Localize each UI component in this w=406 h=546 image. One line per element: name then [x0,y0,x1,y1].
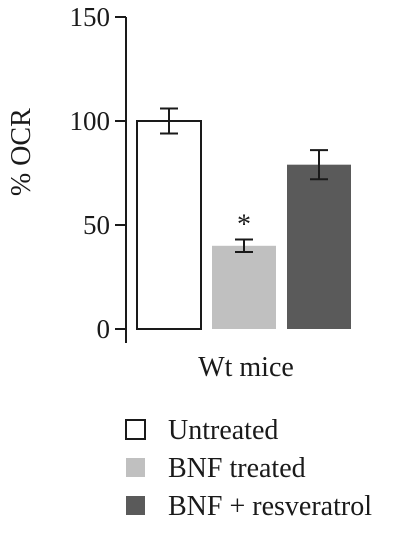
bar-3 [287,164,351,329]
legend-swatch-3 [126,496,145,515]
bar-1 [136,120,202,330]
legend-swatch-1 [125,419,146,440]
legend-label-2: BNF treated [168,453,306,484]
y-tick-label: 0 [97,314,111,344]
bar-2 [212,245,276,329]
y-tick-label: 100 [70,106,111,136]
significance-marker: * [237,210,251,241]
legend-label-1: Untreated [168,415,278,446]
x-category-label: Wt mice [198,352,294,383]
y-tick-label: 50 [83,210,110,240]
y-axis-label: % OCR [6,108,37,196]
legend-label-3: BNF + resveratrol [168,491,372,522]
legend-swatch-2 [126,458,145,477]
y-tick-label: 150 [70,2,111,32]
